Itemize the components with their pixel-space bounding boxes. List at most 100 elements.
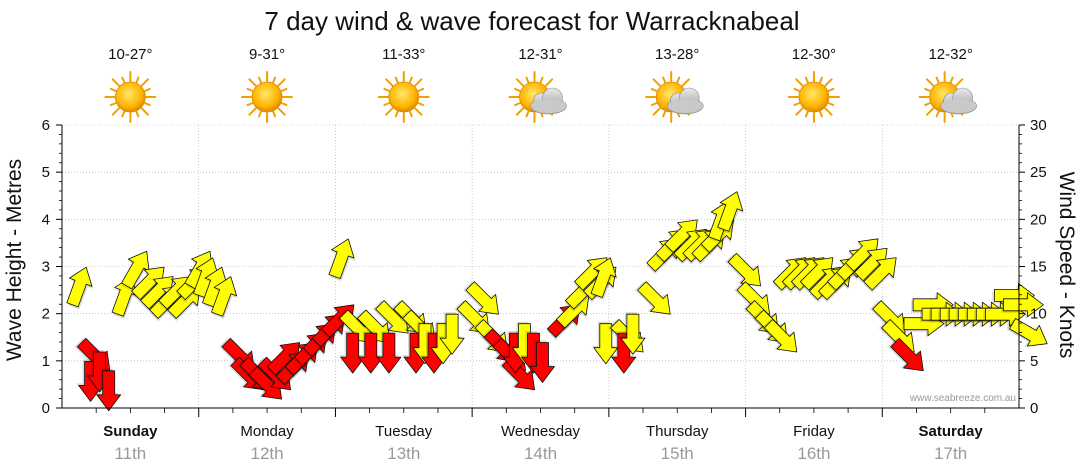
sun-ray bbox=[650, 102, 658, 107]
wind-arrow bbox=[354, 309, 391, 343]
sun-ray bbox=[111, 107, 121, 116]
sun-ray bbox=[804, 76, 809, 84]
wind-arrow bbox=[338, 331, 366, 374]
sun-ray bbox=[514, 87, 521, 92]
day-name-label: Tuesday bbox=[375, 423, 432, 440]
wind-arrow-shape bbox=[890, 337, 924, 372]
sun-icon bbox=[377, 71, 430, 123]
sun-ray bbox=[246, 87, 254, 92]
wind-arrow bbox=[591, 321, 619, 365]
wind-arrow-shape bbox=[590, 257, 617, 298]
sun-ray bbox=[827, 102, 835, 107]
weather-icons bbox=[104, 71, 977, 123]
day-name-label: Monday bbox=[240, 423, 294, 440]
sun-ray bbox=[414, 107, 423, 116]
sun-ray bbox=[248, 78, 257, 87]
sun-ray bbox=[394, 76, 399, 84]
sun-ray bbox=[140, 78, 150, 87]
sun-ray bbox=[652, 78, 661, 87]
wind-arrow bbox=[664, 219, 698, 256]
wind-arrow-shape bbox=[121, 250, 150, 290]
sun-ray bbox=[515, 107, 525, 116]
sun-ray bbox=[280, 87, 288, 92]
sun-icon bbox=[241, 71, 294, 123]
y-tick-label-left: 5 bbox=[42, 164, 50, 181]
wind-arrow bbox=[121, 250, 150, 292]
y-axis-right-label: Wind Speed - Knots bbox=[1055, 172, 1078, 359]
partly-cloudy-icon bbox=[918, 71, 977, 123]
day-date-label: 15th bbox=[661, 444, 694, 463]
wind-arrow bbox=[1001, 292, 1044, 319]
sun-ray bbox=[272, 110, 277, 118]
wind-arrow-shape bbox=[266, 342, 301, 376]
sun-ray bbox=[652, 107, 661, 116]
sun-disc bbox=[388, 81, 420, 113]
day-labels: Sunday 11th Monday 12th Tuesday 13th Wednesday… bbox=[103, 423, 983, 463]
sun-ray bbox=[383, 102, 391, 107]
sun-ray bbox=[417, 102, 425, 107]
wind-arrow bbox=[761, 319, 798, 353]
sun-ray bbox=[795, 107, 804, 116]
sun-ray bbox=[662, 76, 667, 84]
sun-ray bbox=[924, 87, 931, 92]
wind-arrow bbox=[131, 266, 165, 303]
temperature-range: 12-32° bbox=[928, 46, 972, 63]
sun-ray bbox=[109, 87, 117, 92]
axes: 0 1 2 3 4 5 6 0 5 10 15 20 25 30 bbox=[42, 117, 1047, 417]
sun-ray bbox=[650, 87, 658, 92]
sun-ray bbox=[385, 78, 394, 87]
wind-arrow-shape bbox=[799, 257, 834, 291]
wind-arrow bbox=[211, 276, 238, 319]
wind-arrow bbox=[854, 247, 888, 284]
daily-temperatures: 10-27° 9-31° 11-33° 12-31° 13-28° 12-30° 12-32… bbox=[108, 46, 973, 63]
wind-arrow bbox=[438, 312, 465, 355]
day-date-label: 11th bbox=[114, 444, 146, 463]
wind-arrow-shape bbox=[637, 281, 671, 315]
wind-arrow-shape bbox=[357, 309, 391, 343]
y-tick-label-left: 2 bbox=[42, 306, 50, 323]
cloud-icon bbox=[940, 87, 977, 115]
y-tick-label-left: 6 bbox=[42, 117, 50, 134]
sun-ray bbox=[111, 78, 121, 87]
wind-arrow bbox=[528, 340, 555, 383]
sun-ray bbox=[793, 102, 801, 107]
sun-ray bbox=[121, 76, 126, 84]
y-tick-label-right: 15 bbox=[1030, 259, 1047, 276]
sun-ray bbox=[827, 87, 835, 92]
wind-arrow bbox=[463, 281, 499, 315]
temperature-range: 10-27° bbox=[108, 46, 152, 63]
wind-arrow bbox=[590, 257, 618, 301]
sun-ray bbox=[144, 87, 151, 92]
sun-ray bbox=[140, 107, 150, 116]
wind-arrow-shape bbox=[1003, 292, 1044, 318]
sun-ray bbox=[258, 110, 262, 118]
sun-ray bbox=[258, 76, 262, 84]
wind-arrow-shape bbox=[140, 276, 174, 310]
sun-ray bbox=[935, 110, 940, 118]
wind-arrow bbox=[887, 337, 924, 372]
sun-ray bbox=[795, 78, 804, 87]
sun-ray bbox=[819, 110, 823, 118]
sun-ray bbox=[925, 78, 935, 87]
sun-ray bbox=[272, 76, 277, 84]
wind-arrow bbox=[374, 331, 402, 374]
day-name-label: Wednesday bbox=[501, 423, 580, 440]
wind-arrow bbox=[863, 257, 897, 293]
wind-arrow-shape bbox=[593, 323, 619, 365]
wind-arrow bbox=[328, 238, 356, 282]
temperature-range: 12-30° bbox=[792, 46, 836, 63]
sun-ray bbox=[109, 102, 117, 107]
day-date-label: 14th bbox=[524, 444, 557, 463]
sun-ray bbox=[394, 110, 399, 118]
wind-arrow-shape bbox=[845, 238, 879, 272]
sun-icon bbox=[787, 71, 840, 123]
y-tick-label-left: 3 bbox=[42, 259, 50, 276]
wind-arrow bbox=[717, 191, 744, 234]
sun-ray bbox=[539, 76, 544, 84]
sun-ray bbox=[804, 110, 809, 118]
credit-text: www.seabreeze.com.au bbox=[909, 393, 1016, 404]
wind-arrow-shape bbox=[620, 313, 646, 355]
y-tick-label-right: 5 bbox=[1030, 353, 1038, 370]
sun-ray bbox=[135, 110, 140, 118]
